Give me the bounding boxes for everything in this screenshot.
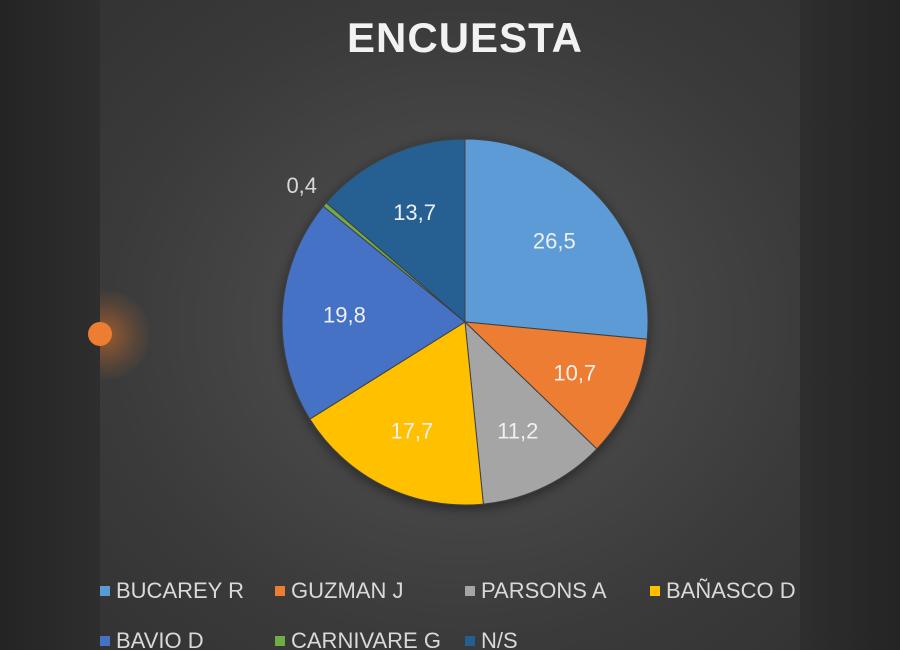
data-label-5: 0,4 bbox=[286, 173, 317, 198]
legend-item-3: BAÑASCO D bbox=[650, 578, 796, 604]
legend-swatch bbox=[275, 636, 285, 646]
legend-swatch bbox=[465, 586, 475, 596]
data-label-0: 26,5 bbox=[533, 229, 576, 254]
pie-slice-0 bbox=[464, 138, 649, 340]
data-label-4: 19,8 bbox=[323, 302, 366, 327]
legend-item-0: BUCAREY R bbox=[100, 578, 244, 604]
legend-item-5: CARNIVARE G bbox=[275, 628, 441, 650]
legend-item-6: N/S bbox=[465, 628, 518, 650]
legend-swatch bbox=[100, 586, 110, 596]
legend-item-1: GUZMAN J bbox=[275, 578, 403, 604]
pie-slice-1 bbox=[463, 321, 648, 450]
chart-title: ENCUESTA bbox=[347, 14, 583, 61]
left-backdrop bbox=[0, 0, 100, 650]
pie-data-labels: 26,5 10,7 11,2 17,7 19,8 0,4 13,7 bbox=[286, 173, 596, 443]
legend-swatch bbox=[275, 586, 285, 596]
legend-item-4: BAVIO D bbox=[100, 628, 204, 650]
chart-panel bbox=[100, 0, 800, 650]
legend-label: PARSONS A bbox=[481, 578, 607, 603]
legend-label: BAÑASCO D bbox=[666, 578, 796, 603]
right-backdrop bbox=[800, 0, 900, 650]
pie-slice-3 bbox=[309, 321, 484, 506]
data-label-1: 10,7 bbox=[553, 360, 596, 385]
pie-slice-2 bbox=[464, 320, 598, 505]
legend-label: N/S bbox=[481, 628, 518, 650]
legend-swatch bbox=[100, 636, 110, 646]
data-label-3: 17,7 bbox=[390, 418, 433, 443]
legend-swatch bbox=[650, 586, 660, 596]
data-label-2: 11,2 bbox=[497, 419, 538, 444]
pie-slice-4 bbox=[281, 205, 466, 420]
orange-dot-decoration bbox=[88, 322, 112, 346]
data-label-6: 13,7 bbox=[393, 200, 436, 225]
legend-swatch bbox=[465, 636, 475, 646]
legend-item-2: PARSONS A bbox=[465, 578, 607, 604]
legend-label: CARNIVARE G bbox=[291, 628, 441, 650]
legend: BUCAREY R GUZMAN J PARSONS A BAÑASCO D BAVIO… bbox=[100, 572, 800, 650]
legend-label: BAVIO D bbox=[116, 628, 204, 650]
pie-slices bbox=[281, 138, 649, 506]
legend-label: BUCAREY R bbox=[116, 578, 244, 603]
pie-slice-6 bbox=[325, 138, 466, 324]
legend-label: GUZMAN J bbox=[291, 578, 404, 603]
